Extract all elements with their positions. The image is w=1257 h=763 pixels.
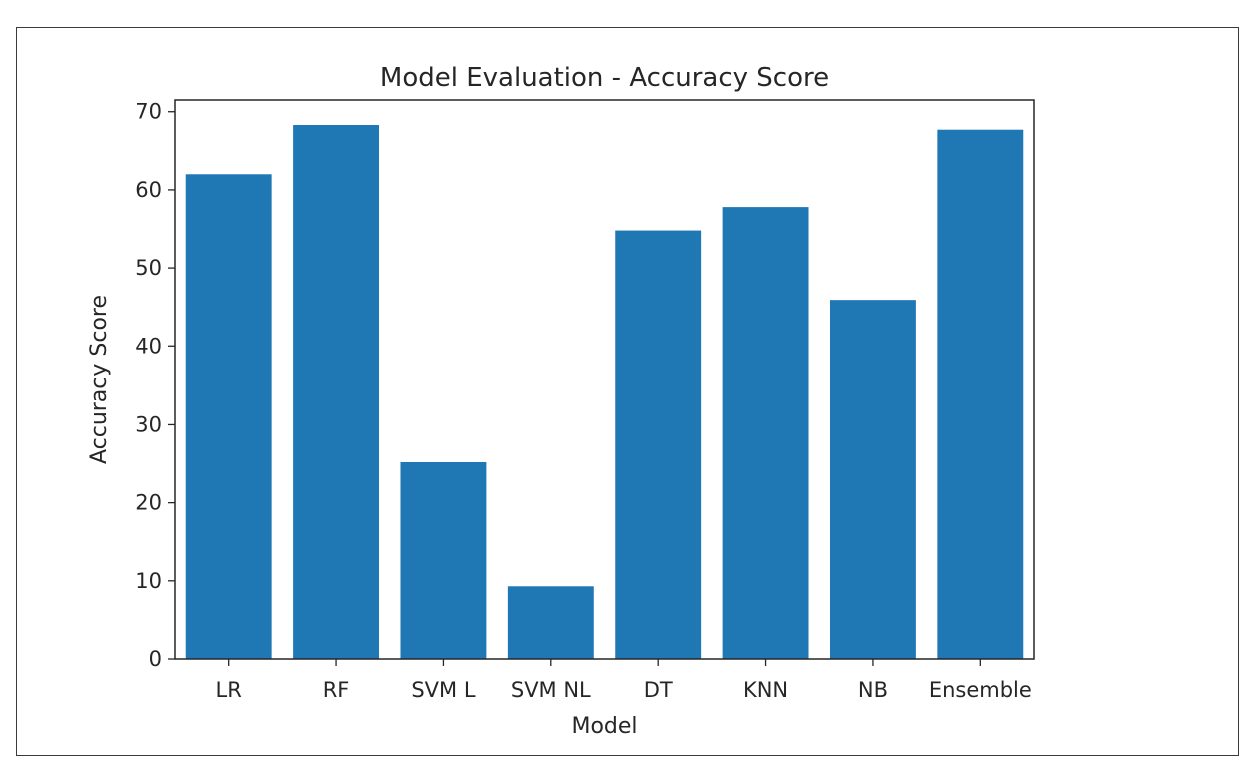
bar-dt xyxy=(615,230,702,659)
bar-nb xyxy=(829,300,916,659)
y-tick-label: 10 xyxy=(135,569,162,593)
x-tick-label: Ensemble xyxy=(929,678,1032,702)
bar-lr xyxy=(185,174,272,660)
bars-group xyxy=(185,125,1024,660)
y-tick-label: 20 xyxy=(135,491,162,515)
bar-ensemble xyxy=(937,129,1024,659)
plot-area-frame xyxy=(174,99,1035,660)
chart-title: Model Evaluation - Accuracy Score xyxy=(380,63,829,93)
y-tick-label: 50 xyxy=(135,256,162,280)
x-tick-label: SVM L xyxy=(411,678,475,702)
x-ticks: LR RF SVM L SVM NL DT KNN NB Ensemble xyxy=(216,659,1032,702)
x-tick-label: KNN xyxy=(743,678,788,702)
x-tick-label: LR xyxy=(216,678,242,702)
bar-rf xyxy=(293,125,380,659)
bar-knn xyxy=(722,207,809,660)
y-tick-label: 30 xyxy=(135,412,162,436)
x-tick-label: DT xyxy=(644,678,673,702)
y-axis-label: Accuracy Score xyxy=(87,295,112,464)
y-tick-label: 70 xyxy=(135,100,162,124)
bar-svm-nl xyxy=(507,586,594,659)
x-tick-label: NB xyxy=(858,678,888,702)
y-tick-label: 60 xyxy=(135,178,162,202)
y-tick-label: 0 xyxy=(149,647,162,671)
x-tick-label: SVM NL xyxy=(511,678,591,702)
y-ticks: 0 10 20 30 40 50 60 70 xyxy=(135,100,175,671)
x-tick-label: RF xyxy=(323,678,350,702)
x-axis-label: Model xyxy=(571,714,637,739)
y-tick-label: 40 xyxy=(135,334,162,358)
bar-svm-l xyxy=(400,461,487,659)
